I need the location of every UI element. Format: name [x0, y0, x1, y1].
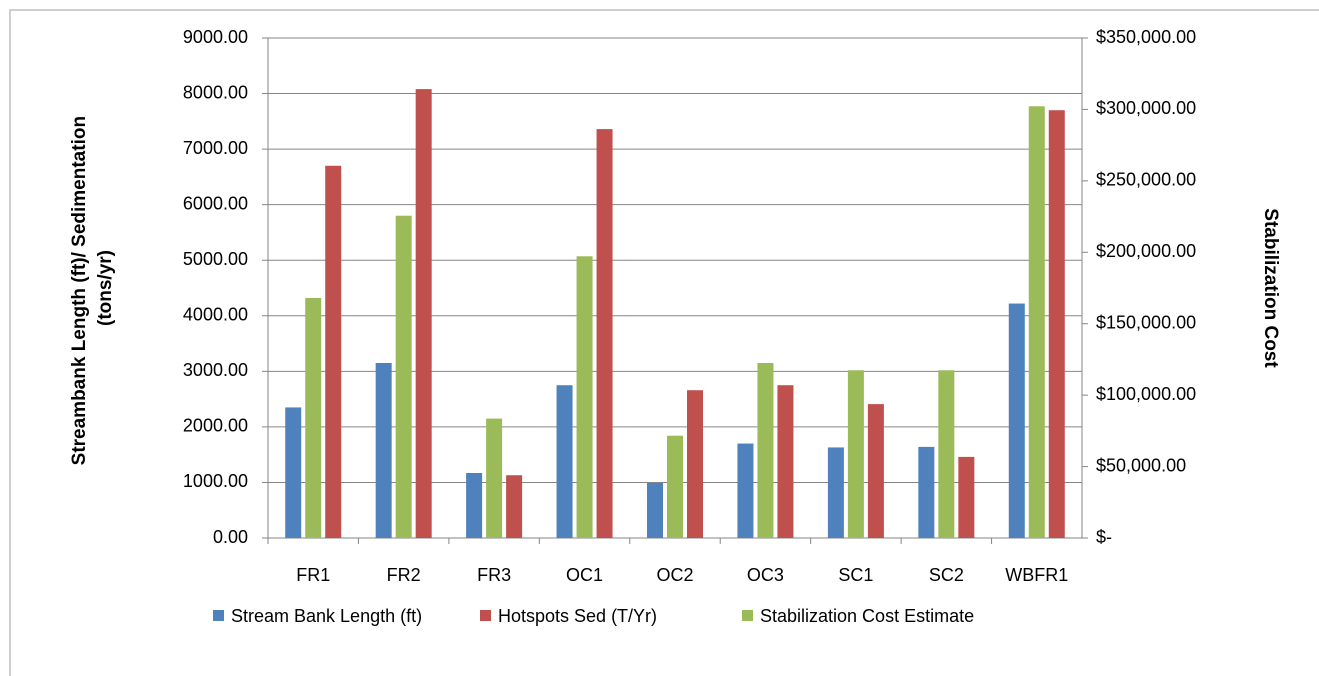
y2-tick-label: $200,000.00	[1096, 241, 1196, 261]
bar	[466, 473, 483, 538]
y-axis-title: Streambank Length (ft)/ Sedimentation (t…	[69, 111, 116, 466]
y-tick-label: 1000.00	[183, 471, 248, 491]
bar	[687, 390, 703, 538]
bar	[667, 435, 683, 538]
x-tick-label: OC1	[566, 565, 603, 585]
x-tick-label: WBFR1	[1005, 565, 1068, 585]
bar	[556, 385, 573, 538]
bar	[647, 483, 663, 538]
y2-tick-label: $350,000.00	[1096, 27, 1196, 47]
y2-tick-label: $150,000.00	[1096, 312, 1196, 332]
y-axis-title-line: Streambank Length (ft)/ Sedimentation	[69, 116, 90, 465]
x-tick-label: FR2	[387, 565, 421, 585]
x-tick-label: OC2	[656, 565, 693, 585]
legend-label: Stabilization Cost Estimate	[760, 606, 974, 626]
y-axis-title-line: (tons/yr)	[95, 250, 116, 326]
chart-border	[9, 9, 1319, 676]
y2-tick-label: $-	[1096, 527, 1112, 547]
y-tick-label: 2000.00	[183, 416, 248, 436]
legend-swatch	[213, 610, 224, 621]
x-tick-label: SC1	[838, 565, 873, 585]
legend-swatch	[480, 610, 491, 621]
y2-tick-label: $300,000.00	[1096, 98, 1196, 118]
x-tick-label: SC2	[929, 565, 964, 585]
bar	[285, 407, 302, 538]
y-tick-label: 4000.00	[183, 305, 248, 325]
legend-label: Stream Bank Length (ft)	[231, 606, 422, 626]
y2-tick-label: $250,000.00	[1096, 170, 1196, 190]
y-tick-label: 8000.00	[183, 82, 248, 102]
bar	[757, 363, 774, 538]
bar	[938, 370, 955, 538]
bar	[867, 404, 884, 538]
bar	[576, 256, 593, 538]
legend-label: Hotspots Sed (T/Yr)	[498, 606, 657, 626]
bar	[415, 89, 432, 538]
bar	[847, 370, 864, 538]
bar	[777, 385, 794, 538]
bar	[827, 447, 844, 538]
bar	[486, 418, 503, 538]
bar	[918, 446, 935, 538]
y-tick-label: 9000.00	[183, 27, 248, 47]
bar	[596, 129, 613, 538]
bar	[1028, 106, 1045, 539]
y-tick-label: 3000.00	[183, 360, 248, 380]
y2-axis-title: Stabilization Cost	[1260, 208, 1281, 368]
y-tick-label: 7000.00	[183, 138, 248, 158]
x-tick-label: FR3	[477, 565, 511, 585]
bar	[375, 363, 392, 538]
y2-tick-label: $100,000.00	[1096, 384, 1196, 404]
bar	[737, 443, 754, 538]
x-tick-label: FR1	[296, 565, 330, 585]
legend-swatch	[742, 610, 753, 621]
bar	[506, 475, 523, 538]
x-tick-label: OC3	[747, 565, 784, 585]
bar	[305, 298, 322, 538]
bar	[395, 215, 412, 538]
bar	[958, 456, 975, 538]
bar	[1008, 303, 1025, 538]
y2-tick-label: $50,000.00	[1096, 455, 1186, 475]
bar	[325, 165, 342, 538]
bar	[1048, 110, 1065, 538]
y-tick-label: 6000.00	[183, 193, 248, 213]
y-tick-label: 5000.00	[183, 249, 248, 269]
y-tick-label: 0.00	[213, 527, 248, 547]
